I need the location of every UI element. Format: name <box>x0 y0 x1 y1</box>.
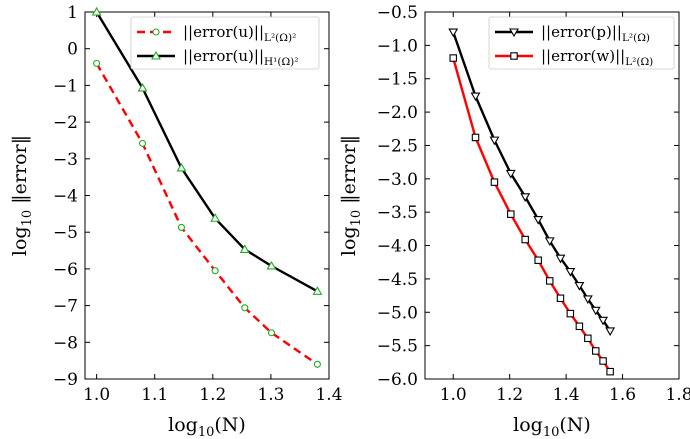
data-point-0 <box>211 267 219 275</box>
data-point-1 <box>176 162 187 172</box>
left-plot-panel: 1.0 1.1 1.2 1.3 1.4 1 0 −1 −2 −3 −4 −5 −6 −7 −8 −9 log10… <box>9 3 343 439</box>
data-point-0 <box>93 59 101 67</box>
data-point-0 <box>574 282 585 291</box>
data-point-1 <box>137 82 148 92</box>
data-point-1 <box>606 367 614 376</box>
data-point-1 <box>210 213 221 222</box>
data-point-1 <box>534 256 542 264</box>
data-point-1 <box>449 54 457 62</box>
data-point-1 <box>556 294 565 303</box>
data-point-0 <box>605 327 616 337</box>
x-tick-label: 1.0 <box>440 385 467 405</box>
data-point-0 <box>505 169 516 179</box>
data-point-1 <box>239 244 250 253</box>
data-point-0 <box>555 254 566 264</box>
data-point-1 <box>471 133 480 142</box>
right-plot-panel: 1.0 1.2 1.4 1.6 1.8 −0.5 −1.0 −1.5 −2.0 −2.5 −3.0 −… <box>338 3 690 439</box>
legend-swatch-marker-1 <box>151 50 161 60</box>
y-tick-label: −7 <box>53 297 78 317</box>
data-point-0 <box>582 295 593 305</box>
y-tick-label: −4 <box>53 187 78 207</box>
data-point-1 <box>591 347 600 355</box>
y-tick-label: −9 <box>53 370 78 390</box>
legend: ||error(p)||L²(Ω) ||error(w)||L²(Ω) <box>488 16 675 70</box>
data-point-0 <box>470 92 481 102</box>
data-point-1 <box>507 210 515 218</box>
y-tick-label: −6 <box>53 260 78 280</box>
y-tick-label: 1 <box>67 3 78 23</box>
y-tick-label: −0.5 <box>377 3 418 23</box>
x-tick-label: 1.0 <box>83 385 110 405</box>
data-point-0 <box>241 304 249 312</box>
data-point-1 <box>266 260 277 270</box>
legend-swatch-marker-0 <box>509 28 519 38</box>
data-point-0 <box>177 223 185 231</box>
y-tick-label: −2.0 <box>377 103 418 123</box>
data-point-0 <box>138 139 147 147</box>
data-point-1 <box>545 277 554 285</box>
y-tick-label: −5.5 <box>377 337 418 357</box>
legend-box <box>130 16 320 70</box>
data-point-1 <box>584 334 592 343</box>
legend-label-0: ||error(u)||L²(Ω)² <box>183 23 296 44</box>
data-point-0 <box>544 237 555 246</box>
y-tick-label: −3.5 <box>377 203 418 223</box>
y-tick-label: −4.5 <box>377 270 418 290</box>
series-line-0 <box>452 31 612 332</box>
data-point-0 <box>313 360 321 368</box>
x-tick-label: 1.2 <box>496 385 523 405</box>
x-tick-label: 1.1 <box>141 385 168 405</box>
y-tick-label: −3.0 <box>377 170 418 190</box>
legend-label-1: ||error(u)||H¹(Ω)² <box>183 47 298 68</box>
series-line-0 <box>95 62 319 366</box>
plot-frame <box>424 11 680 380</box>
data-point-0 <box>267 329 276 337</box>
y-tick-label: −8 <box>53 333 78 353</box>
data-point-0 <box>489 136 500 146</box>
x-tick-label: 1.4 <box>553 385 580 405</box>
y-tick-label: 0 <box>67 40 78 60</box>
data-point-1 <box>575 322 584 331</box>
legend-label-0: ||error(p)||L²(Ω) <box>541 23 650 44</box>
data-point-0 <box>565 268 576 277</box>
y-axis-label: log10 ‖error‖ <box>338 135 364 256</box>
legend-label-1: ||error(w)||L²(Ω) <box>541 47 653 68</box>
y-tick-label: −2.5 <box>377 136 418 156</box>
data-point-1 <box>566 309 575 318</box>
series-line-1 <box>452 57 612 373</box>
y-tick-label: −1.0 <box>377 36 418 56</box>
data-point-0 <box>448 28 459 38</box>
x-tick-label: 1.8 <box>665 385 690 405</box>
legend-swatch-marker-0 <box>152 28 160 36</box>
data-point-1 <box>312 286 323 295</box>
y-axis-label: log10 ‖error‖ <box>9 135 35 256</box>
x-tick-label: 1.3 <box>257 385 284 405</box>
y-tick-label: −1.5 <box>377 70 418 90</box>
x-axis-label: log10(N) <box>168 414 246 439</box>
data-point-0 <box>590 306 601 316</box>
data-point-0 <box>520 193 531 202</box>
legend: ||error(u)||L²(Ω)² ||error(u)||H¹(Ω)² <box>130 16 320 70</box>
legend-swatch-marker-1 <box>510 52 518 60</box>
data-point-0 <box>598 316 609 326</box>
data-point-1 <box>521 235 529 244</box>
y-tick-label: −4.0 <box>377 237 418 257</box>
y-tick-label: −1 <box>53 76 78 96</box>
y-tick-label: −2 <box>53 113 78 133</box>
data-point-1 <box>91 6 102 16</box>
data-point-0 <box>533 215 544 225</box>
data-point-1 <box>490 178 499 186</box>
x-tick-label: 1.6 <box>609 385 636 405</box>
x-tick-label: 1.2 <box>199 385 226 405</box>
y-tick-label: −5.0 <box>377 303 418 323</box>
data-point-1 <box>599 357 607 365</box>
y-tick-label: −3 <box>53 150 78 170</box>
y-tick-label: −6.0 <box>377 370 418 390</box>
legend-box <box>488 16 675 70</box>
x-axis-label: log10(N) <box>513 414 591 439</box>
x-tick-label: 1.4 <box>315 385 342 405</box>
y-tick-label: −5 <box>53 223 78 243</box>
